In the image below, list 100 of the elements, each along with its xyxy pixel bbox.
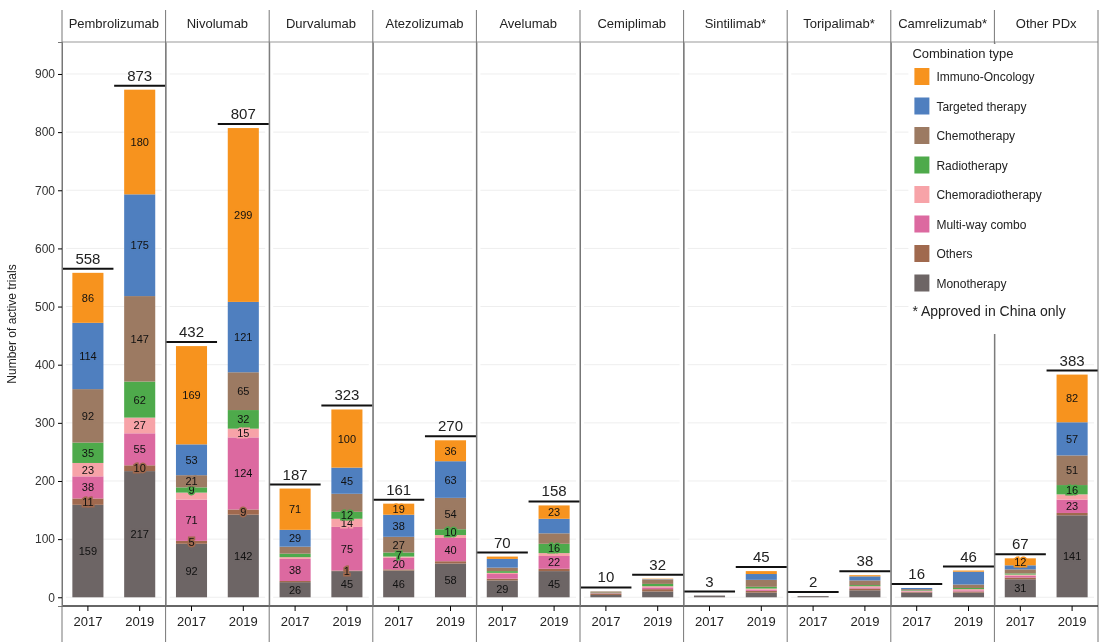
data-label: 124 <box>234 467 253 480</box>
x-tick-label: 2019 <box>228 613 258 629</box>
total-label: 558 <box>75 249 101 267</box>
data-label: 121 <box>234 331 253 344</box>
data-label: 71 <box>185 514 198 527</box>
data-label: 12 <box>1014 555 1027 568</box>
data-label: 51 <box>1065 464 1079 477</box>
data-label: 35 <box>81 446 95 459</box>
annotation: * Approved in China only <box>912 303 1066 319</box>
x-tick-label: 2017 <box>73 613 103 629</box>
data-label: 38 <box>288 563 302 576</box>
data-label: 27 <box>392 538 405 551</box>
data-label: 23 <box>547 506 561 519</box>
x-tick-label: 2019 <box>746 613 776 629</box>
total-label: 10 <box>597 568 615 586</box>
data-label: 159 <box>78 545 98 558</box>
x-tick-label: 2019 <box>332 613 362 629</box>
data-label: 45 <box>547 578 561 591</box>
legend-label: Targeted therapy <box>936 99 1027 114</box>
data-label: 19 <box>392 503 405 516</box>
data-label: 38 <box>81 481 95 494</box>
data-label: 169 <box>182 389 201 402</box>
y-tick-label: 800 <box>34 125 56 140</box>
chart-title: Avelumab <box>499 16 557 31</box>
data-label: 53 <box>185 453 198 466</box>
x-tick-label: 2019 <box>954 613 983 629</box>
x-tick-label: 2019 <box>436 613 465 629</box>
data-label: 16 <box>1065 483 1079 496</box>
total-label: 32 <box>649 555 667 573</box>
data-label: 175 <box>130 239 149 252</box>
data-label: 27 <box>133 419 146 432</box>
data-label: 36 <box>444 444 457 457</box>
total-label: 873 <box>127 66 153 84</box>
y-tick-label: 0 <box>48 590 56 605</box>
y-tick-label: 900 <box>34 67 56 82</box>
legend-label: Monotherapy <box>936 276 1007 291</box>
y-tick-label: 700 <box>34 183 56 198</box>
data-label: 29 <box>288 532 302 545</box>
x-tick-label: 2017 <box>280 613 310 629</box>
x-tick-label: 2019 <box>539 613 569 629</box>
data-label: 82 <box>1065 392 1079 405</box>
total-label: 2 <box>808 573 818 591</box>
data-label: 45 <box>340 474 354 487</box>
data-label: 141 <box>1062 550 1082 563</box>
total-label: 187 <box>282 465 308 483</box>
data-label: 92 <box>81 409 95 422</box>
data-label: 45 <box>340 578 354 591</box>
chart-title: Nivolumab <box>186 16 249 31</box>
total-label: 16 <box>908 564 926 582</box>
data-label: 100 <box>337 432 357 445</box>
data-label: 31 <box>1014 582 1027 595</box>
chart-title: Camrelizumab* <box>898 16 988 31</box>
data-label: 58 <box>444 574 457 587</box>
legend-label: Multi-way combo <box>936 217 1027 232</box>
x-tick-label: 2019 <box>125 613 155 629</box>
data-label: 20 <box>392 557 405 570</box>
data-label: 26 <box>288 583 302 596</box>
data-label: 57 <box>1065 432 1079 445</box>
x-tick-label: 2017 <box>177 613 206 629</box>
data-label: 16 <box>547 542 561 555</box>
x-tick-label: 2017 <box>591 613 621 629</box>
y-tick-label: 400 <box>34 358 56 373</box>
chart-title: Atezolizumab <box>385 16 464 31</box>
x-tick-label: 2017 <box>1005 613 1035 629</box>
data-label: 92 <box>185 564 198 577</box>
chart-title: Durvalumab <box>285 16 357 31</box>
y-tick-label: 500 <box>34 299 56 314</box>
data-label: 217 <box>130 528 149 541</box>
data-label: 23 <box>1065 500 1079 513</box>
data-label: 1 <box>343 564 350 577</box>
legend-title: Combination type <box>912 46 1014 61</box>
legend-label: Immuno-Oncology <box>936 70 1035 84</box>
legend-label: Chemoradiotherapy <box>936 188 1042 202</box>
data-label: 63 <box>444 473 457 486</box>
data-label: 299 <box>234 208 253 221</box>
data-label: 114 <box>79 349 97 362</box>
y-axis-title: Number of active trials <box>5 264 19 384</box>
data-label: 86 <box>81 291 95 304</box>
data-label: 62 <box>133 393 146 406</box>
data-label: 142 <box>234 550 253 562</box>
data-label: 54 <box>444 507 457 520</box>
data-label: 75 <box>340 542 354 555</box>
y-tick-label: 100 <box>34 532 56 547</box>
data-label: 180 <box>130 136 149 149</box>
total-label: 383 <box>1059 351 1085 369</box>
x-tick-label: 2019 <box>643 613 673 629</box>
x-tick-label: 2017 <box>902 613 932 629</box>
data-label: 147 <box>130 332 149 345</box>
total-label: 161 <box>386 480 412 498</box>
data-label: 65 <box>237 385 250 398</box>
total-label: 46 <box>960 547 977 565</box>
data-label: 46 <box>392 577 405 590</box>
chart-title: Pembrolizumab <box>68 16 159 31</box>
x-tick-label: 2019 <box>1057 613 1087 629</box>
x-tick-label: 2017 <box>695 613 724 629</box>
total-label: 432 <box>178 323 205 341</box>
chart-title: Toripalimab* <box>803 16 875 31</box>
data-label: 32 <box>237 413 250 426</box>
data-label: 5 <box>188 536 195 549</box>
data-label: 15 <box>237 427 250 440</box>
